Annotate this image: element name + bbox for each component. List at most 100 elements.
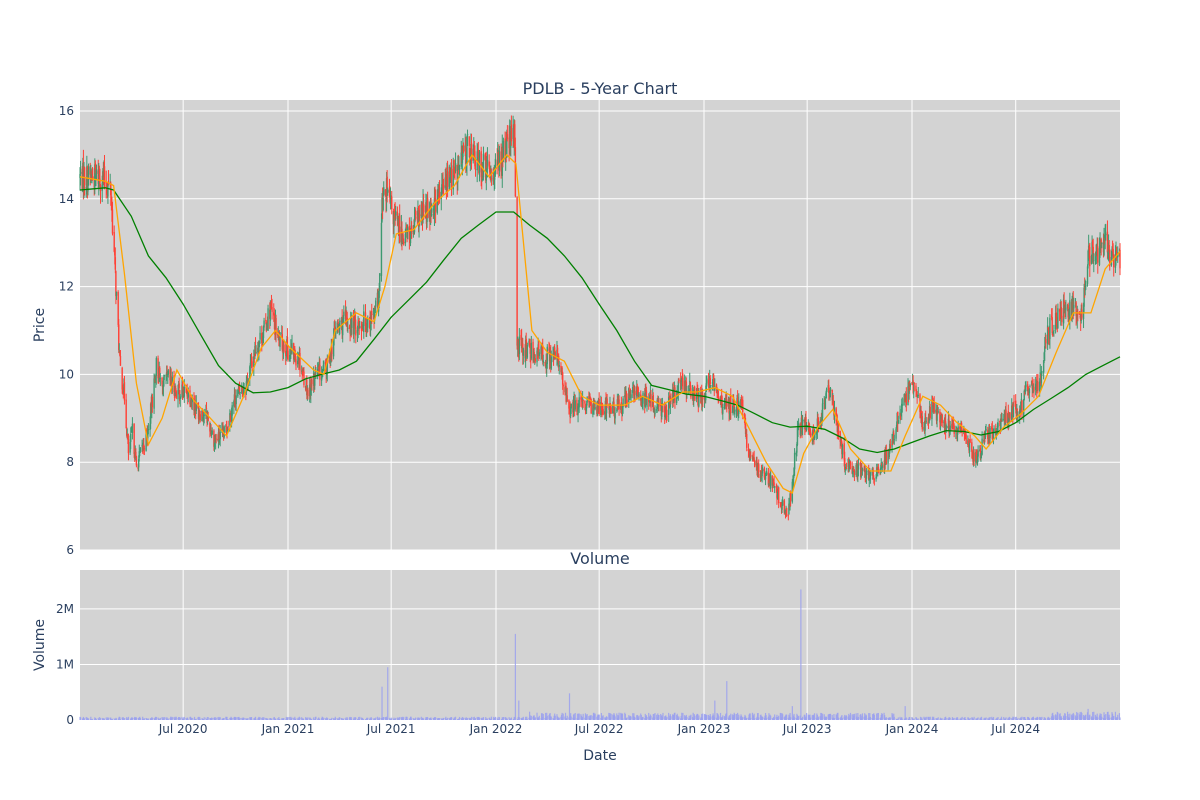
volume-bar <box>327 718 329 720</box>
down-candle <box>273 313 276 321</box>
volume-bar <box>1048 717 1050 720</box>
volume-bar <box>869 713 871 720</box>
volume-bar <box>434 717 437 720</box>
up-candle <box>1117 255 1119 258</box>
volume-bar <box>335 718 337 720</box>
volume-bar <box>536 712 538 720</box>
volume-bar <box>668 712 670 720</box>
up-candle <box>85 186 87 189</box>
down-candle <box>528 341 531 346</box>
down-candle <box>626 399 628 405</box>
down-candle <box>629 390 632 398</box>
up-candle <box>205 409 207 416</box>
volume-bar <box>682 712 684 720</box>
volume-bar <box>869 716 871 720</box>
down-candle <box>678 379 680 382</box>
down-candle <box>554 351 556 359</box>
down-candle <box>414 211 417 216</box>
volume-bar <box>967 717 970 720</box>
volume-bar <box>183 716 185 720</box>
volume-bar <box>1017 717 1019 720</box>
down-candle <box>157 358 159 379</box>
volume-bar <box>1114 711 1117 720</box>
volume-bar <box>701 713 703 720</box>
up-candle <box>1038 381 1041 392</box>
volume-bar <box>899 716 901 720</box>
volume-bar <box>780 713 782 720</box>
volume-bar <box>749 713 751 720</box>
volume-bar <box>1087 708 1089 720</box>
volume-bar <box>860 714 862 720</box>
up-candle <box>239 391 241 393</box>
down-candle <box>580 398 583 401</box>
volume-bar <box>928 716 930 720</box>
down-candle <box>566 395 568 402</box>
down-candle <box>733 404 735 413</box>
volume-bar <box>804 714 806 720</box>
up-candle <box>1020 401 1022 411</box>
up-candle <box>841 444 844 455</box>
volume-bar <box>969 717 971 720</box>
volume-bar <box>347 718 349 720</box>
up-candle <box>592 404 594 415</box>
up-candle <box>249 362 252 367</box>
down-candle <box>744 424 747 435</box>
volume-bar <box>1052 712 1054 720</box>
volume-bar <box>155 717 157 720</box>
down-candle <box>181 382 184 396</box>
down-candle <box>565 386 567 402</box>
up-candle <box>522 348 525 356</box>
up-candle <box>291 343 293 354</box>
up-candle <box>901 404 904 406</box>
down-candle <box>1050 315 1053 318</box>
down-candle <box>767 472 770 485</box>
up-candle <box>881 465 884 468</box>
down-candle <box>582 400 584 401</box>
up-candle <box>1072 298 1074 302</box>
up-candle <box>351 318 353 328</box>
up-candle <box>382 197 384 211</box>
up-candle <box>1041 371 1043 373</box>
up-candle <box>482 153 485 178</box>
down-candle <box>175 388 177 393</box>
down-candle <box>969 439 971 443</box>
volume-bar <box>187 719 189 720</box>
down-candle <box>544 362 546 364</box>
up-candle <box>211 430 213 435</box>
up-candle <box>281 332 283 334</box>
down-candle <box>916 394 918 396</box>
volume-bar <box>319 718 321 720</box>
down-candle <box>658 402 660 407</box>
down-candle <box>843 443 845 460</box>
volume-bar <box>566 715 568 720</box>
down-candle <box>1092 246 1094 263</box>
volume-bar <box>263 717 265 720</box>
down-candle <box>753 457 755 461</box>
up-candle <box>644 390 647 407</box>
up-candle <box>857 464 860 470</box>
volume-bar <box>290 716 292 720</box>
down-candle <box>987 429 989 440</box>
down-candle <box>357 320 360 323</box>
volume-bar <box>738 714 740 720</box>
up-candle <box>1093 260 1095 262</box>
volume-bar <box>161 717 163 720</box>
up-candle <box>296 360 299 365</box>
up-candle <box>761 471 763 477</box>
up-candle <box>1111 248 1113 257</box>
up-candle <box>493 177 495 183</box>
price-y-tick-label: 12 <box>59 280 74 294</box>
volume-bar <box>876 713 878 720</box>
down-candle <box>178 383 180 389</box>
volume-bar <box>857 716 860 720</box>
down-candle <box>899 414 902 417</box>
up-candle <box>279 332 281 348</box>
volume-bar <box>662 712 664 720</box>
up-candle <box>616 409 618 411</box>
down-candle <box>111 209 114 234</box>
down-candle <box>115 271 117 297</box>
down-candle <box>685 381 688 396</box>
down-candle <box>179 390 181 401</box>
volume-bar <box>462 717 465 720</box>
